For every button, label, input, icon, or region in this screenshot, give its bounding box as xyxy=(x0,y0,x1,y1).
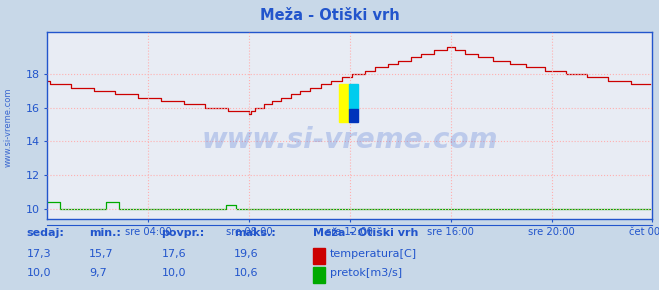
Text: Meža - Otiški vrh: Meža - Otiški vrh xyxy=(260,8,399,23)
Text: temperatura[C]: temperatura[C] xyxy=(330,249,417,259)
Text: 17,6: 17,6 xyxy=(161,249,186,259)
Text: povpr.:: povpr.: xyxy=(161,228,205,238)
Text: sedaj:: sedaj: xyxy=(26,228,64,238)
Text: 9,7: 9,7 xyxy=(89,268,107,278)
Text: min.:: min.: xyxy=(89,228,121,238)
Text: 19,6: 19,6 xyxy=(234,249,258,259)
Text: pretok[m3/s]: pretok[m3/s] xyxy=(330,268,402,278)
Text: maks.:: maks.: xyxy=(234,228,275,238)
Text: 10,6: 10,6 xyxy=(234,268,258,278)
Text: Meža - Otiški vrh: Meža - Otiški vrh xyxy=(313,228,418,238)
Text: 10,0: 10,0 xyxy=(161,268,186,278)
Text: 17,3: 17,3 xyxy=(26,249,51,259)
Text: 10,0: 10,0 xyxy=(26,268,51,278)
Text: www.si-vreme.com: www.si-vreme.com xyxy=(4,88,13,167)
Text: www.si-vreme.com: www.si-vreme.com xyxy=(202,126,498,154)
Text: 15,7: 15,7 xyxy=(89,249,113,259)
